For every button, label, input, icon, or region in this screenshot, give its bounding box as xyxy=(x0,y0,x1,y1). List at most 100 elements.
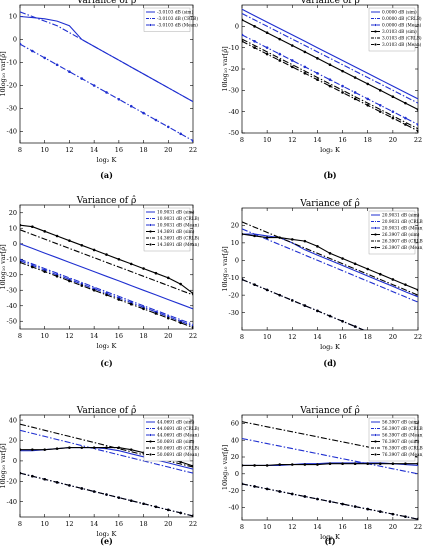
data-point xyxy=(92,84,96,87)
x-tick-label: 18 xyxy=(364,333,372,341)
data-point xyxy=(366,97,370,101)
x-tick-label: 16 xyxy=(115,520,123,528)
legend-marker xyxy=(374,233,377,236)
data-point xyxy=(179,282,182,286)
y-tick-label: -40 xyxy=(229,108,239,116)
data-point xyxy=(353,262,357,266)
series-group xyxy=(242,8,418,133)
data-point xyxy=(55,447,59,450)
data-point xyxy=(129,104,133,108)
data-point xyxy=(43,270,47,273)
x-tick-label: 16 xyxy=(115,146,123,154)
data-point xyxy=(341,319,344,323)
x-axis-label: log₂ K xyxy=(320,343,340,351)
y-tick-label: 10 xyxy=(9,13,17,21)
legend-label: 14.3691 dB (sim) xyxy=(157,230,195,235)
data-point xyxy=(290,44,294,47)
series-line-5 xyxy=(242,221,418,296)
legend-marker xyxy=(374,30,377,33)
data-point xyxy=(142,267,145,270)
data-point xyxy=(253,464,256,467)
data-point xyxy=(20,471,22,475)
data-point xyxy=(278,293,282,297)
legend-label: 10.9031 dB (sim) xyxy=(157,211,195,216)
x-tick-label: 16 xyxy=(338,523,346,531)
y-tick-label: 20 xyxy=(231,222,239,230)
data-point xyxy=(68,446,71,449)
series-line-5 xyxy=(20,229,193,296)
data-point xyxy=(328,462,332,466)
data-point xyxy=(391,278,395,281)
panel-caption: (e) xyxy=(100,536,113,546)
chart-panel-4: Variance of ρ̂8 10 12 14 16 18 20 22-30-20-1001… xyxy=(220,198,423,368)
legend-label: 10.9031 dB (Mean) xyxy=(157,224,199,229)
y-tick-label: -10 xyxy=(7,59,17,67)
series-group xyxy=(20,223,193,329)
legend-label: 3.0103 dB (CRLB) xyxy=(382,37,422,42)
legend-label: 20.9031 dB (sim) xyxy=(382,214,420,219)
x-tick-label: 14 xyxy=(90,332,98,340)
data-point xyxy=(278,37,282,41)
data-point xyxy=(278,52,282,56)
data-point xyxy=(105,493,108,496)
series-group xyxy=(242,421,418,520)
x-tick-label: 20 xyxy=(164,520,172,528)
legend-marker xyxy=(149,243,152,246)
x-tick-label: 12 xyxy=(288,136,296,144)
data-point xyxy=(253,283,256,286)
data-point xyxy=(378,89,382,92)
data-point xyxy=(417,351,420,354)
data-point xyxy=(92,288,96,292)
plot-frame xyxy=(19,204,194,330)
data-point xyxy=(265,236,269,239)
data-point xyxy=(416,517,418,520)
data-point xyxy=(391,462,395,466)
series-line-5 xyxy=(242,38,418,130)
data-point xyxy=(316,57,319,60)
data-point xyxy=(253,485,256,488)
data-point xyxy=(154,505,158,509)
legend-label: -3.0103 dB (Mean) xyxy=(157,24,198,29)
legend-label: 44.0691 dB (Mean) xyxy=(157,434,199,439)
data-point xyxy=(68,279,71,283)
legend: 44.0691 dB (sim)44.0691 dB (CRLB) 44.0691… xyxy=(143,417,200,462)
y-tick-label: 10 xyxy=(231,239,239,247)
y-tick-label: -20 xyxy=(229,291,239,299)
x-axis-label: log₂ K xyxy=(97,156,117,164)
legend-label: 3.0103 dB (sim) xyxy=(382,30,417,35)
y-axis-label: 10log₁₀ var[ρ̂] xyxy=(0,244,7,289)
data-point xyxy=(191,292,193,295)
x-tick-label: 8 xyxy=(18,332,22,340)
legend-marker xyxy=(149,433,152,437)
data-point xyxy=(242,232,244,236)
x-tick-label: 18 xyxy=(139,520,147,528)
series-line-2 xyxy=(20,258,193,325)
data-point xyxy=(328,252,332,255)
data-point xyxy=(303,65,307,69)
y-tick-label: -20 xyxy=(7,478,17,486)
x-tick-label: 22 xyxy=(414,523,422,531)
series-line-1 xyxy=(20,243,193,310)
legend-label: 50.0691 dB (Mean) xyxy=(157,453,199,458)
y-axis-label: 10log₁₀ var[ρ̂] xyxy=(220,246,229,291)
data-point xyxy=(31,49,34,53)
y-tick-label: 10 xyxy=(9,224,17,232)
data-point xyxy=(341,257,344,260)
x-tick-label: 10 xyxy=(263,136,271,144)
data-point xyxy=(55,234,59,238)
x-tick-label: 16 xyxy=(115,332,123,340)
data-point xyxy=(341,502,344,506)
data-point xyxy=(316,463,319,466)
data-point xyxy=(117,298,121,301)
x-axis-label: log₂ K xyxy=(320,146,340,154)
legend-marker xyxy=(149,440,152,443)
legend-label: 26.3907 dB (Mean) xyxy=(382,246,423,251)
data-point xyxy=(341,84,344,88)
x-tick-label: 22 xyxy=(414,136,422,144)
legend-marker xyxy=(149,223,152,227)
legend-box xyxy=(368,210,416,255)
data-point xyxy=(166,508,170,512)
data-point xyxy=(366,103,370,107)
y-tick-label: 20 xyxy=(9,209,17,217)
